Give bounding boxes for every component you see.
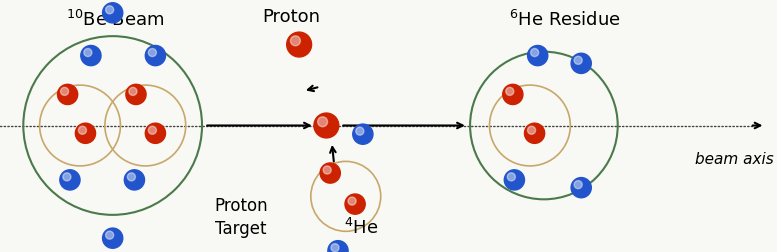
Ellipse shape	[503, 85, 523, 105]
Ellipse shape	[348, 197, 356, 205]
Ellipse shape	[57, 85, 78, 105]
Ellipse shape	[574, 57, 582, 65]
Ellipse shape	[124, 170, 145, 190]
Ellipse shape	[323, 166, 331, 174]
Ellipse shape	[103, 228, 123, 248]
Ellipse shape	[106, 7, 113, 15]
Ellipse shape	[145, 46, 166, 67]
Ellipse shape	[571, 178, 591, 198]
Ellipse shape	[504, 170, 524, 190]
Ellipse shape	[320, 163, 340, 183]
Ellipse shape	[318, 117, 328, 127]
Ellipse shape	[75, 124, 96, 144]
Text: $^{6}$He Residue: $^{6}$He Residue	[509, 10, 621, 30]
Text: Proton
Target: Proton Target	[214, 197, 268, 237]
Ellipse shape	[528, 127, 535, 135]
Ellipse shape	[78, 127, 86, 135]
Ellipse shape	[148, 49, 156, 57]
Ellipse shape	[574, 181, 582, 189]
Ellipse shape	[331, 244, 339, 252]
Ellipse shape	[314, 114, 339, 138]
Ellipse shape	[291, 37, 301, 47]
Ellipse shape	[531, 49, 538, 57]
Ellipse shape	[103, 4, 123, 24]
Text: Proton: Proton	[263, 8, 320, 25]
Ellipse shape	[528, 46, 548, 67]
Ellipse shape	[148, 127, 156, 135]
Ellipse shape	[345, 194, 365, 214]
Ellipse shape	[126, 85, 146, 105]
Ellipse shape	[129, 88, 137, 96]
Ellipse shape	[287, 33, 312, 58]
Text: $^{4}$He: $^{4}$He	[344, 217, 378, 237]
Ellipse shape	[356, 128, 364, 136]
Ellipse shape	[106, 231, 113, 239]
Ellipse shape	[60, 170, 80, 190]
Ellipse shape	[61, 88, 68, 96]
Ellipse shape	[353, 124, 373, 145]
Ellipse shape	[84, 49, 92, 57]
Text: beam axis: beam axis	[695, 151, 774, 166]
Ellipse shape	[145, 124, 166, 144]
Ellipse shape	[571, 54, 591, 74]
Text: $^{10}$Be Beam: $^{10}$Be Beam	[66, 10, 165, 30]
Ellipse shape	[81, 46, 101, 67]
Ellipse shape	[127, 173, 135, 181]
Ellipse shape	[524, 124, 545, 144]
Ellipse shape	[507, 173, 515, 181]
Ellipse shape	[63, 173, 71, 181]
Ellipse shape	[506, 88, 514, 96]
Ellipse shape	[328, 241, 348, 252]
